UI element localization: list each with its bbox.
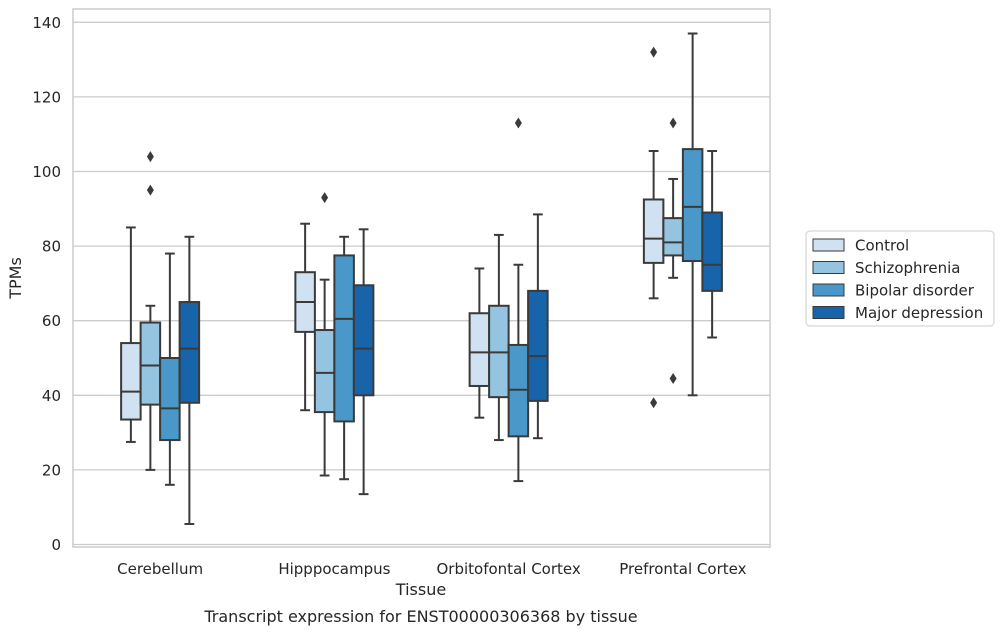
box xyxy=(468,312,491,387)
y-tick-label: 140 xyxy=(32,14,61,32)
box-group xyxy=(139,151,162,471)
y-tick-label: 60 xyxy=(42,312,61,330)
box xyxy=(159,357,181,442)
legend-label: Bipolar disorder xyxy=(855,282,975,300)
box-group xyxy=(681,32,704,397)
x-axis-ticks: Cerebellum Hipppocampus Orbitofontal Corte… xyxy=(117,560,746,578)
outlier-point xyxy=(146,151,154,163)
y-tick-label: 100 xyxy=(32,163,61,181)
legend-swatch xyxy=(812,261,845,274)
legend-swatch xyxy=(812,306,845,319)
box xyxy=(527,289,549,402)
x-tick-label: Hipppocampus xyxy=(278,560,390,578)
box-group xyxy=(333,235,355,481)
legend-label: Schizophrenia xyxy=(855,259,960,277)
box xyxy=(681,148,704,263)
legend-swatch xyxy=(812,283,845,297)
outlier-point xyxy=(669,117,677,129)
chart-title: Transcript expression for ENST0000030636… xyxy=(203,607,637,626)
y-tick-label: 0 xyxy=(51,536,61,554)
box-group xyxy=(352,228,375,496)
box xyxy=(662,217,684,257)
x-tick-label: Prefrontal Cortex xyxy=(619,560,746,578)
plot-frame xyxy=(72,8,771,548)
box-group xyxy=(488,233,510,442)
outlier-point xyxy=(321,192,329,204)
y-tick-label: 120 xyxy=(32,88,61,106)
box-group xyxy=(642,46,665,409)
box xyxy=(642,198,665,264)
box xyxy=(313,329,336,414)
box-group xyxy=(120,226,142,443)
box-group xyxy=(701,149,723,339)
y-tick-label: 40 xyxy=(42,387,61,405)
outlier-point xyxy=(650,46,658,58)
legend: Control Schizophrenia Bipolar disorder Majo… xyxy=(805,230,995,327)
box xyxy=(120,342,142,421)
box-group xyxy=(527,213,549,440)
box-group xyxy=(662,117,684,385)
legend-label: Control xyxy=(855,237,909,255)
outlier-point xyxy=(146,184,154,196)
y-tick-label: 20 xyxy=(42,461,61,479)
box xyxy=(178,301,201,404)
box xyxy=(352,284,375,397)
box xyxy=(701,211,723,292)
box-series xyxy=(120,32,723,525)
legend-frame xyxy=(805,230,995,327)
legend-label: Major depression xyxy=(855,304,983,322)
box-group xyxy=(178,235,201,525)
plot-background xyxy=(73,9,770,547)
y-axis-label: TPMs xyxy=(6,257,25,300)
x-tick-label: Orbitofontal Cortex xyxy=(437,560,581,578)
box xyxy=(139,321,162,406)
box xyxy=(333,254,355,423)
outlier-point xyxy=(669,373,677,385)
x-tick-label: Cerebellum xyxy=(117,560,203,578)
x-axis-label: Tissue xyxy=(395,580,446,599)
legend-swatch xyxy=(812,238,845,252)
outlier-point xyxy=(514,117,522,129)
y-tick-label: 80 xyxy=(42,238,61,256)
y-axis-ticks: 0 20 40 60 80 100 120 140 xyxy=(32,14,61,554)
outlier-point xyxy=(650,397,658,409)
box-group xyxy=(294,222,316,412)
